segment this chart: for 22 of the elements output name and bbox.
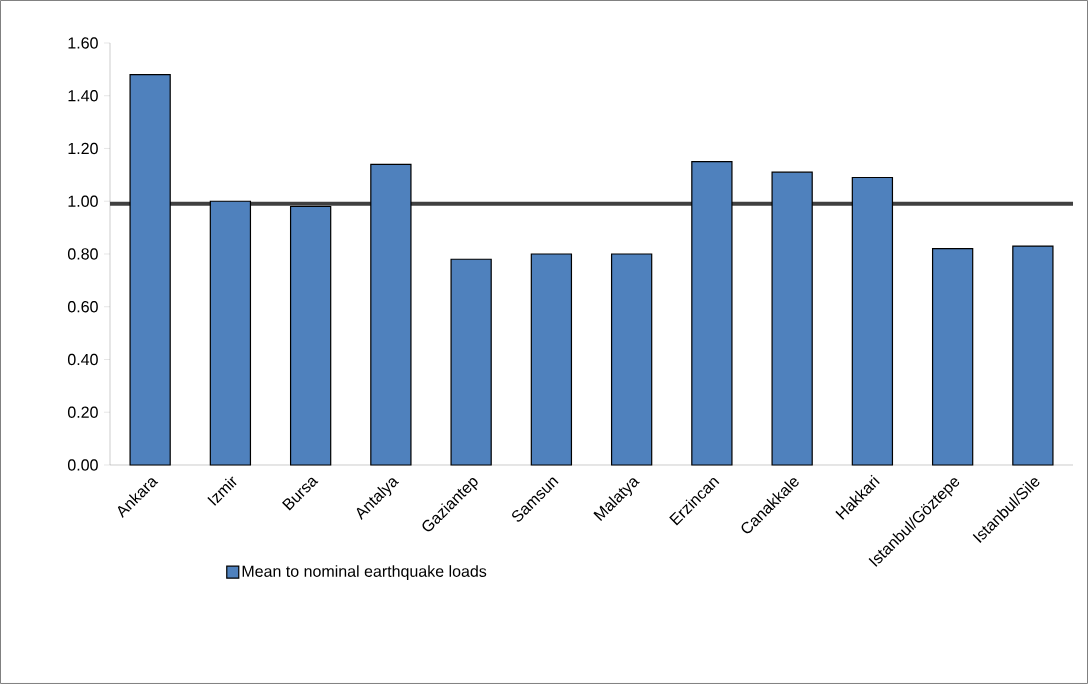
y-tick-label: 1.40 — [68, 90, 98, 102]
bar — [129, 74, 171, 466]
legend-label: Mean to nominal earthquake loads — [242, 565, 487, 581]
bar — [931, 248, 974, 466]
bar — [1012, 245, 1054, 466]
bar — [610, 253, 653, 466]
bar — [289, 205, 332, 466]
bar — [370, 163, 412, 466]
bar — [530, 253, 573, 466]
bar — [771, 171, 813, 466]
y-tick-label: 1.20 — [68, 142, 98, 155]
bar — [691, 161, 733, 466]
y-tick-label: 0.80 — [67, 248, 98, 260]
y-tick-label: 1.00 — [68, 195, 98, 207]
y-tick-label: 0.60 — [67, 301, 98, 313]
y-tick-label: 1.60 — [68, 37, 98, 49]
bar — [450, 258, 492, 466]
y-tick-label: 0.40 — [67, 353, 98, 366]
bar — [851, 176, 894, 466]
y-tick-label: 0.20 — [67, 406, 98, 418]
bar — [209, 200, 252, 466]
y-tick-label: 0.00 — [67, 459, 98, 471]
